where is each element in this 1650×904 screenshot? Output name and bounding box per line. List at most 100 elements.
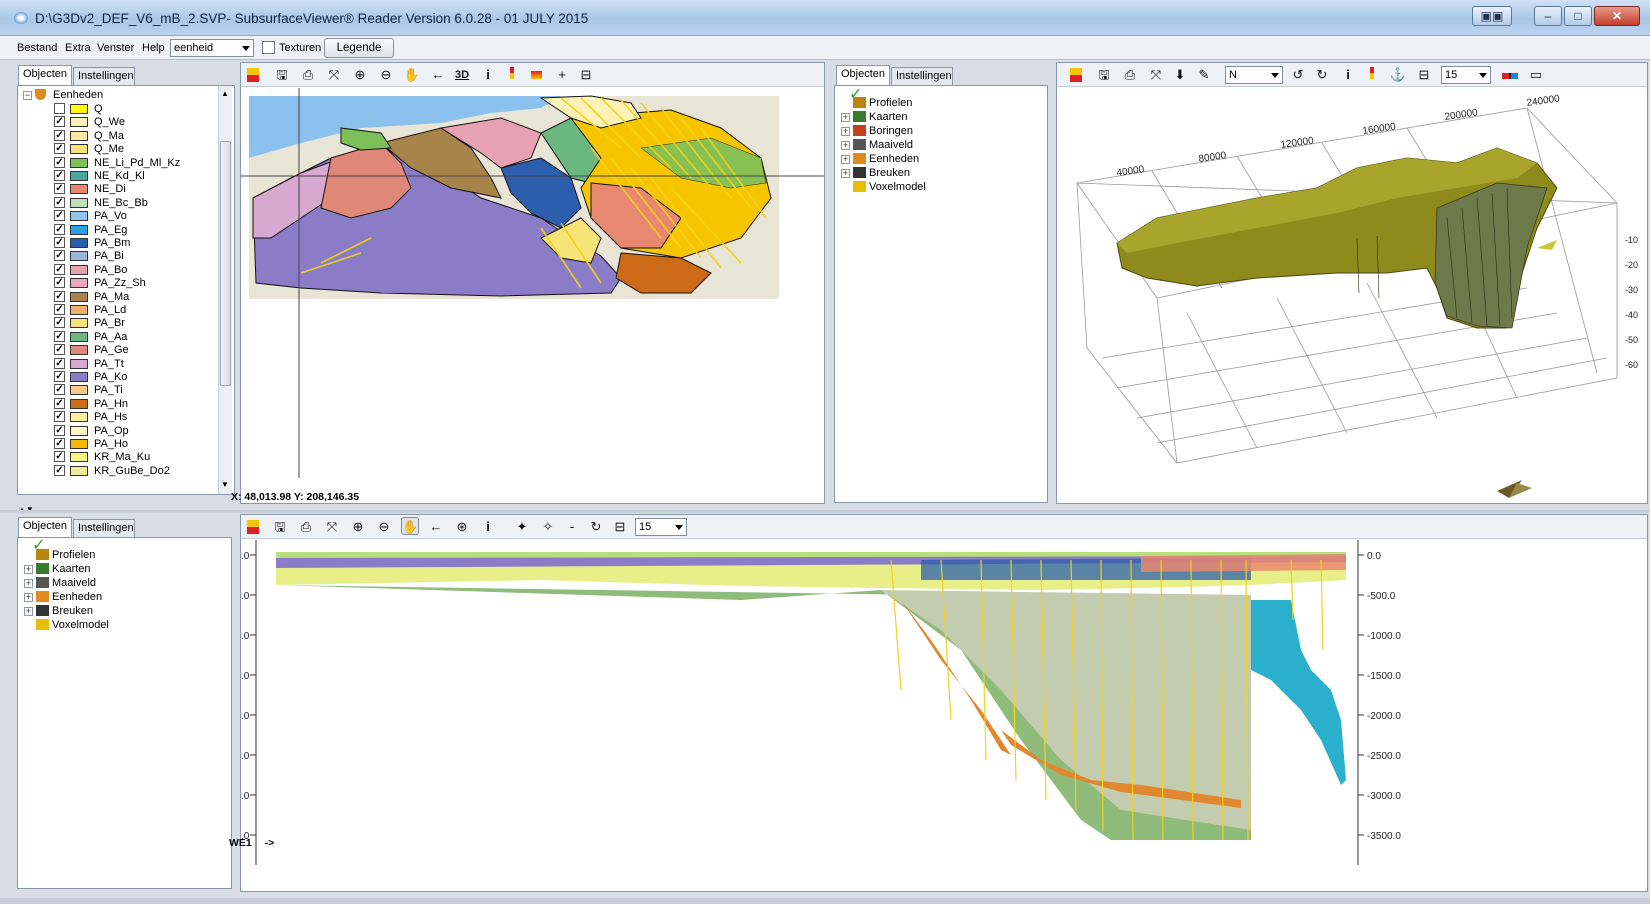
unit-checkbox[interactable]: ✓	[54, 210, 65, 222]
tree-item-voxelmodel[interactable]: Voxelmodel	[24, 618, 204, 632]
unit-checkbox[interactable]: ✓	[54, 371, 65, 382]
back-arrow-icon[interactable]: ←	[429, 519, 443, 534]
stereo-glasses-icon[interactable]	[1501, 66, 1519, 84]
save-icon[interactable]: 🖫	[1098, 67, 1110, 82]
unit-checkbox[interactable]: ✓	[54, 451, 65, 463]
print-icon[interactable]: ⎙	[300, 519, 312, 534]
unit-checkbox[interactable]: ✓	[54, 344, 65, 356]
geology-map[interactable]	[241, 88, 824, 478]
menu-extra[interactable]: Extra	[65, 42, 91, 54]
info-icon[interactable]: i	[1346, 67, 1350, 82]
pan-icon[interactable]: ✋	[401, 517, 419, 535]
unit-checkbox[interactable]: ✓	[54, 223, 65, 235]
view-3d-button[interactable]: 3D	[454, 69, 470, 81]
scroll-up-icon[interactable]: ▲	[221, 89, 229, 98]
unit-checkbox[interactable]: ✓	[54, 424, 65, 436]
remove-point-icon[interactable]: -	[569, 519, 575, 534]
maximize-button[interactable]: □	[1564, 6, 1592, 26]
unit-checkbox[interactable]: ✓	[54, 143, 65, 155]
unit-checkbox[interactable]: ✓	[54, 183, 65, 195]
move-point-icon[interactable]: ✧	[542, 519, 554, 534]
split-view-icon[interactable]: ⊟	[580, 67, 592, 82]
zoom-extent-icon[interactable]: ⤧	[1150, 67, 1162, 82]
unit-checkbox[interactable]: ✓	[54, 411, 65, 423]
unit-checkbox[interactable]: ✓	[54, 464, 65, 476]
profile-section-canvas[interactable]: .0 .0 .0 .0 .0 .0 .0 .0 0.0 -500.0 -1000.0 -1500.0…	[241, 540, 1647, 865]
legende-button[interactable]: Legende	[324, 38, 394, 58]
zoom-dropdown-profile[interactable]: 15	[635, 518, 687, 536]
tab-objecten-bottom[interactable]: Objecten	[18, 517, 72, 537]
unit-checkbox[interactable]: ✓	[54, 317, 65, 329]
expand-icon[interactable]: +	[841, 112, 850, 122]
tree-item-eenheden[interactable]: + Eenheden	[24, 590, 204, 604]
tab-instellingen-mid[interactable]: Instellingen	[891, 67, 953, 85]
layers-icon[interactable]	[1070, 68, 1082, 82]
zoom-out-icon[interactable]: ⊖	[378, 519, 390, 534]
unit-checkbox[interactable]: ✓	[54, 237, 65, 248]
tab-instellingen-left[interactable]: Instellingen	[73, 67, 135, 85]
map-unit-ne-di[interactable]	[590, 182, 682, 249]
expand-icon[interactable]: +	[24, 592, 33, 602]
info-icon[interactable]: i	[486, 67, 490, 82]
zoom-in-icon[interactable]: ⊕	[352, 519, 364, 534]
save-icon[interactable]: 🖫	[274, 519, 286, 534]
direction-dropdown[interactable]: N	[1225, 66, 1283, 84]
back-arrow-icon[interactable]: ←	[431, 67, 445, 82]
horizontal-splitter[interactable]	[0, 510, 1650, 513]
tree-item-boringen[interactable]: + Boringen	[841, 124, 1021, 138]
zoom-in-icon[interactable]: ⊕	[354, 67, 366, 82]
split-view-icon[interactable]: ⊟	[1418, 67, 1430, 82]
expand-icon[interactable]: +	[841, 140, 850, 150]
fullscreen-icon[interactable]: ▭	[1529, 67, 1543, 82]
tree-root-eenheden[interactable]: − Eenheden	[23, 88, 203, 102]
unit-checkbox[interactable]: ✓	[54, 384, 65, 396]
unit-type-dropdown[interactable]: eenheid	[170, 39, 254, 57]
taskbar-tools-icon[interactable]: ▣▣	[1472, 6, 1512, 26]
unit-checkbox[interactable]: ✓	[54, 156, 65, 168]
expand-icon[interactable]: +	[841, 126, 850, 136]
expand-icon[interactable]: +	[841, 154, 850, 164]
tree-item-eenheden[interactable]: + Eenheden	[841, 152, 1021, 166]
expand-icon[interactable]: +	[24, 564, 33, 574]
print-icon[interactable]: ⎙	[1124, 67, 1136, 82]
unit-checkbox[interactable]: ✓	[54, 330, 65, 342]
zoom-region-icon[interactable]: ⊛	[456, 519, 468, 534]
borehole-icon[interactable]	[1363, 66, 1381, 84]
map-unit-ne-li[interactable]	[340, 127, 392, 151]
tree-item-profielen[interactable]: Profielen	[24, 548, 204, 562]
borehole-icon[interactable]	[503, 66, 521, 84]
tree-item-maaiveld[interactable]: + Maaiveld	[24, 576, 204, 590]
expand-icon[interactable]: +	[24, 578, 33, 588]
unit-checkbox[interactable]: ✓	[54, 196, 65, 208]
zoom-extent-icon[interactable]: ⤧	[326, 519, 338, 534]
minimize-button[interactable]: –	[1534, 6, 1562, 26]
tree-item-maaiveld[interactable]: + Maaiveld	[841, 138, 1021, 152]
map-unit-pa-hn[interactable]	[615, 252, 712, 294]
profile-icon[interactable]	[527, 66, 545, 84]
unit-checkbox[interactable]: ✓	[54, 304, 65, 315]
expand-icon[interactable]: +	[841, 168, 850, 178]
tab-objecten-left[interactable]: Objecten	[18, 65, 72, 85]
map-unit-q-we[interactable]	[539, 95, 642, 129]
scrollbar-thumb[interactable]	[220, 141, 231, 386]
anchor-icon[interactable]: ⚓	[1389, 67, 1407, 82]
unit-checkbox[interactable]: ✓	[54, 357, 65, 369]
unit-checkbox[interactable]: ✓	[54, 116, 65, 128]
unit-checkbox[interactable]: ✓	[54, 277, 65, 289]
tree-item-breuken[interactable]: + Breuken	[24, 604, 204, 618]
close-button[interactable]: ✕	[1594, 6, 1640, 26]
layers-icon[interactable]	[247, 68, 259, 82]
split-view-icon[interactable]: ⊟	[614, 519, 626, 534]
map-unit-pa-bo[interactable]	[439, 117, 542, 169]
tree-item-kaarten[interactable]: + Kaarten	[841, 110, 1021, 124]
tree-item-profielen[interactable]: Profielen	[841, 96, 1021, 110]
rotate-right-icon[interactable]: ↻	[1316, 67, 1328, 82]
menu-bestand[interactable]: Bestand	[17, 42, 58, 54]
add-point-icon[interactable]: ✦	[516, 519, 528, 534]
zoom-dropdown-3d[interactable]: 15	[1441, 66, 1491, 84]
scroll-down-icon[interactable]: ▼	[221, 480, 229, 489]
unit-checkbox[interactable]: ✓	[54, 290, 65, 302]
tree-item-kaarten[interactable]: + Kaarten	[24, 562, 204, 576]
menu-help[interactable]: Help	[142, 42, 165, 54]
layers-icon[interactable]	[247, 520, 259, 534]
